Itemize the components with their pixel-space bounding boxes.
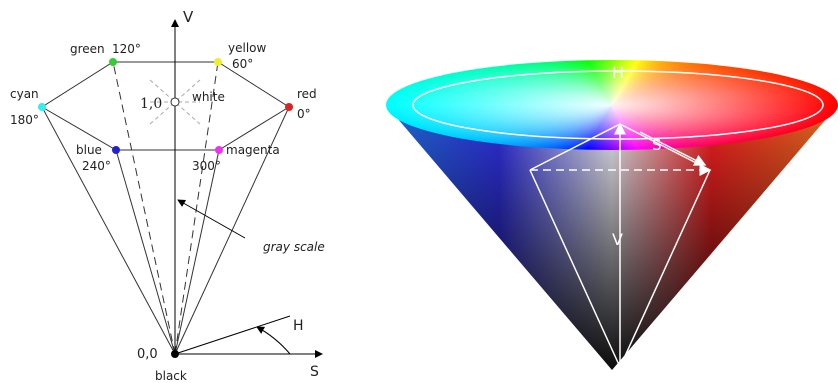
label: 1,0 xyxy=(140,96,162,112)
label: H xyxy=(293,318,304,334)
label: H xyxy=(612,63,624,82)
label: 0° xyxy=(297,107,311,121)
label: 240° xyxy=(82,159,111,173)
hexcone xyxy=(42,20,322,354)
label: 120° xyxy=(112,42,141,56)
label: yellow xyxy=(228,41,266,55)
diagram: V green 120° yellow 60° cyan 180° red 0°… xyxy=(0,0,838,383)
label: magenta xyxy=(226,143,280,157)
label: green xyxy=(70,42,105,56)
label: S xyxy=(652,136,662,154)
label: black xyxy=(155,369,187,383)
label: white xyxy=(192,90,225,104)
label: V xyxy=(183,8,194,26)
label: V xyxy=(612,230,623,249)
label: cyan xyxy=(10,87,39,101)
label: S xyxy=(310,364,319,380)
label: 180° xyxy=(10,113,39,127)
label: 60° xyxy=(232,57,253,71)
page: V green 120° yellow 60° cyan 180° red 0°… xyxy=(0,0,838,383)
cone-guides xyxy=(413,71,823,367)
label: 300° xyxy=(192,159,221,173)
label: blue xyxy=(76,143,102,157)
label: gray scale xyxy=(263,240,325,254)
label: red xyxy=(297,87,317,101)
label: 0,0 xyxy=(137,347,158,362)
